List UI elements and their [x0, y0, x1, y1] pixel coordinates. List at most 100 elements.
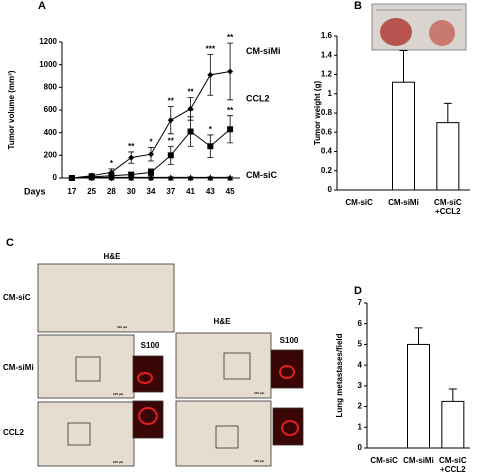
x-tick-label: CM-siC +CCL2: [434, 198, 462, 216]
x-tick-label: 28: [107, 187, 116, 196]
marker: [187, 128, 194, 135]
x-tick-label: CM-siC: [345, 198, 373, 207]
row-label: CCL2: [3, 428, 24, 437]
y-tick-label: 0: [328, 185, 333, 194]
y-tick-label: 0.4: [321, 147, 333, 156]
panel-letter: A: [38, 0, 46, 12]
significance-label: **: [168, 136, 175, 145]
y-tick-label: 0.2: [321, 166, 333, 175]
marker: [148, 169, 154, 176]
y-tick-label: 600: [44, 105, 58, 114]
y-axis-label: Lung metastases/field: [335, 333, 344, 417]
significance-label: *: [209, 125, 213, 134]
marker: [187, 174, 194, 181]
significance-label: *: [149, 138, 153, 147]
scale-bar: 100 µm: [254, 459, 265, 463]
y-tick-label: 0: [358, 443, 363, 452]
legend-label: CCL2: [246, 94, 270, 104]
y-tick-label: 0.6: [321, 127, 333, 136]
error-bar: [399, 49, 408, 83]
tumor-photo: [371, 3, 467, 51]
marker: [227, 126, 234, 133]
marker: [167, 117, 174, 124]
y-tick-label: 1: [358, 422, 363, 431]
significance-label: **: [128, 142, 135, 151]
stain-label: S100: [141, 341, 160, 350]
significance-label: ***: [206, 45, 216, 54]
y-tick-label: 0: [53, 173, 58, 182]
y-tick-label: 4: [358, 360, 363, 369]
bar: [436, 122, 460, 191]
panel-letter: B: [354, 0, 362, 12]
y-tick-label: 6: [358, 319, 363, 328]
marker: [167, 152, 174, 159]
series-line: [71, 70, 231, 179]
y-tick-label: 200: [44, 150, 58, 159]
row-label: CM-siMi: [3, 363, 34, 372]
x-tick-label: 17: [67, 187, 76, 196]
error-bar: [448, 388, 457, 402]
panel-letter: D: [354, 285, 362, 297]
histology-images: [37, 263, 304, 467]
error-bar: [443, 102, 452, 123]
y-tick-label: 2: [358, 402, 363, 411]
x-axis-label: Days: [24, 186, 46, 196]
scale-bar: 100 µm: [113, 460, 124, 464]
marker: [148, 151, 154, 158]
marker: [207, 71, 214, 78]
y-tick-label: 400: [44, 128, 58, 137]
x-tick-label: CM-siMi: [403, 456, 434, 465]
x-tick-label: 34: [147, 187, 156, 196]
bar: [407, 343, 430, 449]
y-tick-label: 1.4: [321, 50, 333, 59]
bar: [441, 400, 465, 449]
legend-label: CM-siMi: [246, 46, 281, 56]
y-tick-label: 1200: [39, 37, 57, 46]
significance-label: **: [227, 33, 234, 42]
x-tick-label: 43: [206, 187, 215, 196]
stain-insets: [137, 365, 299, 436]
x-tick-label: 30: [127, 187, 136, 196]
x-tick-label: 45: [226, 187, 235, 196]
y-tick-label: 1.6: [321, 31, 333, 40]
x-tick-label: 25: [87, 187, 96, 196]
y-axis-label: Tumor volume (mm³): [7, 70, 16, 149]
significance-label: **: [168, 97, 175, 106]
x-tick-label: 37: [166, 187, 175, 196]
x-tick-label: CM-siMi: [388, 198, 419, 207]
y-axis-label: Tumor weight (g): [313, 81, 322, 146]
stain-label: S100: [280, 336, 299, 345]
marker: [128, 154, 135, 161]
marker: [227, 174, 234, 181]
y-tick-label: 7: [358, 298, 363, 307]
panel-letter: C: [6, 237, 14, 249]
legend-label: CM-siC: [246, 170, 277, 180]
marker: [207, 174, 214, 181]
y-tick-label: 800: [44, 82, 58, 91]
marker: [128, 174, 135, 181]
marker: [88, 174, 95, 181]
y-tick-label: 1: [328, 89, 333, 98]
marker: [187, 105, 194, 112]
x-tick-label: CM-siC: [370, 456, 398, 465]
significance-label: **: [187, 107, 194, 116]
row-label: CM-siC: [3, 293, 31, 302]
y-tick-label: 1000: [39, 60, 57, 69]
marker: [167, 174, 174, 181]
marker: [227, 68, 234, 75]
y-tick-label: 1.2: [321, 70, 333, 79]
scale-bar: 100 µm: [117, 325, 128, 329]
stain-label: H&E: [214, 317, 232, 326]
x-tick-label: CM-siC +CCL2: [439, 456, 467, 473]
error-bar: [414, 327, 423, 345]
x-tick-label: 41: [186, 187, 195, 196]
scale-bar: 100 µm: [113, 392, 124, 396]
marker: [108, 174, 115, 181]
significance-label: **: [187, 88, 194, 97]
y-tick-label: 0.8: [321, 108, 333, 117]
marker: [68, 175, 75, 181]
y-tick-label: 3: [358, 381, 363, 390]
scale-bar: 100 µm: [254, 391, 265, 395]
stain-label: H&E: [104, 252, 122, 261]
y-tick-label: 5: [358, 340, 363, 349]
